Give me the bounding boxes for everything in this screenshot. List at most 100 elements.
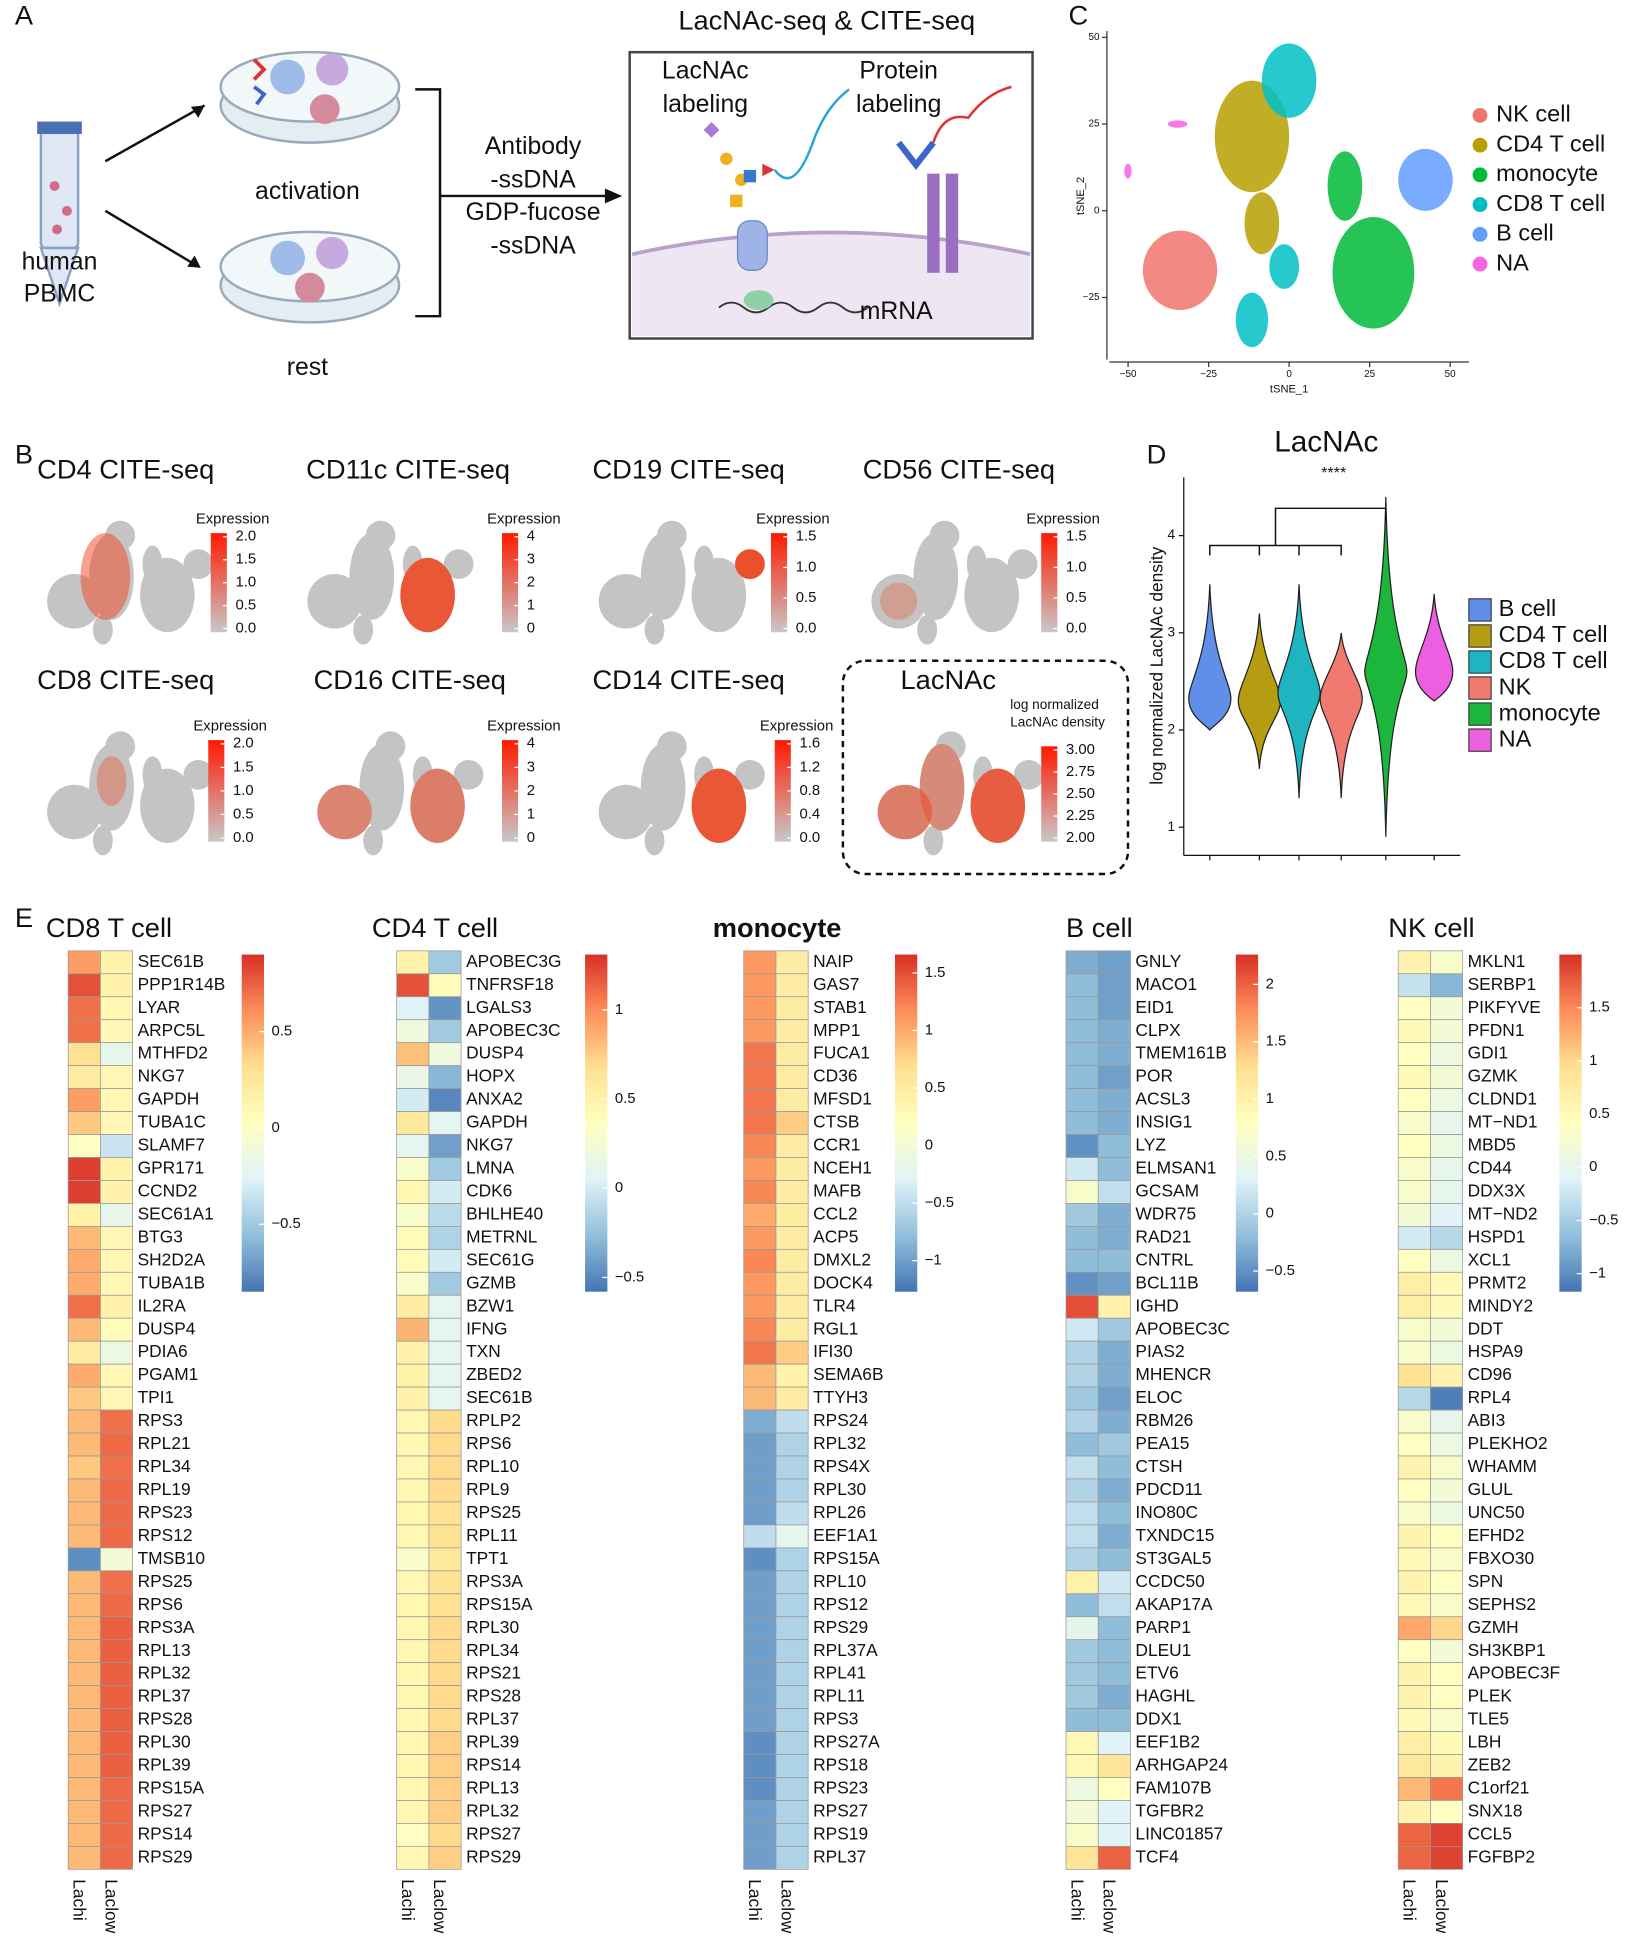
colorbar-tick-label: 1.5 [1589,1000,1610,1016]
gene-label: DUSP4 [466,1043,524,1063]
heatmap-cell [1097,1271,1131,1296]
reagent-label: Antibody [485,133,582,160]
heatmap-cell [1097,1845,1131,1870]
heatmap-cell [428,1203,462,1227]
heatmap-cell [775,973,809,998]
heatmap-cell [1065,1203,1099,1227]
antibody [896,140,936,171]
legend-swatch [1472,197,1488,213]
panel-label: D [1147,438,1167,469]
heatmap-cell [1397,973,1431,998]
colorbar-tick-label: 1.5 [233,759,254,775]
plot-title: CD4 CITE-seq [37,453,214,484]
gene-label: GZMK [1468,1066,1519,1086]
gene-label: ELOC [1135,1387,1182,1407]
gene-label: RPS29 [138,1846,193,1866]
tsne-embedding [871,520,1038,645]
violin [1277,584,1321,799]
heatmap-cell [428,1593,462,1618]
heatmap-cell [775,1180,809,1204]
scheme-label: LacNAc [662,58,749,85]
heatmap-cell [743,1708,777,1732]
heatmap-cell [1097,1708,1131,1732]
condition-label: activation [255,178,360,205]
heatmap-cell [67,1019,101,1044]
reagent-label: GDP-fucose [466,199,601,226]
heatmap-cell [1097,1639,1131,1664]
heatmap-cell [1430,1042,1464,1067]
gene-label: GCSAM [1135,1181,1199,1201]
heatmap-cell [100,1317,134,1342]
legend-label: NA [1499,725,1532,751]
scheme-label: labeling [663,91,748,118]
colorbar-tick-label: −0.5 [925,1195,954,1211]
gene-label: TTYH3 [813,1387,868,1407]
colorbar-tick-label: 1 [1589,1053,1597,1069]
gene-label: PLEKHO2 [1468,1433,1548,1453]
gene-label: MINDY2 [1468,1295,1534,1315]
gene-label: RPS27A [813,1732,880,1752]
legend-swatch [1472,256,1488,272]
gene-label: CCND2 [138,1181,198,1201]
heatmap-cell [743,1203,777,1227]
cell [295,272,325,303]
heatmap-cell [743,1685,777,1709]
gene-label: TLR4 [813,1295,856,1315]
gene-label: MKLN1 [1468,951,1526,971]
colorbar-tick-label: 0.0 [233,830,254,846]
heatmap-title: CD8 T cell [46,912,172,943]
colorbar [1235,954,1259,1292]
colorbar-tick-label: 1 [527,806,535,822]
gene-label: PDCD11 [1135,1479,1202,1499]
arrow-head [604,188,623,204]
heatmap-cell [396,1455,430,1480]
violin [1188,584,1232,732]
heatmap-cell [1065,1823,1099,1847]
heatmap-cell [396,1845,430,1870]
heatmap-cell [1397,1777,1431,1801]
heatmap-cell [100,1823,134,1847]
heatmap-cell [743,1340,777,1365]
heatmap-cell [1097,996,1131,1021]
gene-label: CLDND1 [1468,1089,1537,1109]
column-label: Lachi [398,1879,418,1920]
gene-label: PEA15 [1135,1433,1189,1453]
gene-label: RPL10 [813,1571,866,1591]
heatmap-cell [743,1547,777,1572]
heatmap-cell [1430,1800,1464,1824]
heatmap-cell [100,1731,134,1755]
cluster-region [1261,43,1317,118]
panel-label: A [15,0,34,31]
legend-swatch [1468,624,1492,648]
heatmap-cell [428,1685,462,1709]
heatmap-cell [1065,1294,1099,1319]
heatmap-cell [1065,1157,1099,1181]
heatmap-cell [1430,1294,1464,1319]
gene-label: RPL37 [813,1846,866,1866]
legend-swatch [1468,728,1492,752]
plot-title: CD16 CITE-seq [314,664,506,695]
gene-label: APOBEC3C [466,1020,560,1040]
y-tick-label: 2 [1168,722,1176,737]
heatmap-cell [743,1455,777,1480]
heatmap-cell [1397,1226,1431,1250]
heatmap-cell [1065,1616,1099,1641]
heatmap-cell [775,1501,809,1526]
colorbar [208,740,225,842]
heatmap-cell [1097,1294,1131,1319]
heatmap-cell [100,1708,134,1732]
heatmap-cell [1097,950,1131,975]
heatmap-cell [1430,1478,1464,1503]
heatmap-cell [775,1134,809,1158]
heatmap-cell [775,1524,809,1549]
gene-label: RPS27 [138,1801,193,1821]
heatmap-cell [775,1386,809,1411]
heatmap-cell [67,1134,101,1158]
gene-label: RPS6 [138,1594,183,1614]
heatmap-cell [1065,1524,1099,1549]
gene-label: SNX18 [1468,1801,1523,1821]
cluster-region [1214,80,1290,193]
colorbar-tick-label: 1.0 [233,783,254,799]
cell [309,94,340,125]
heatmap-cell [1397,1042,1431,1067]
